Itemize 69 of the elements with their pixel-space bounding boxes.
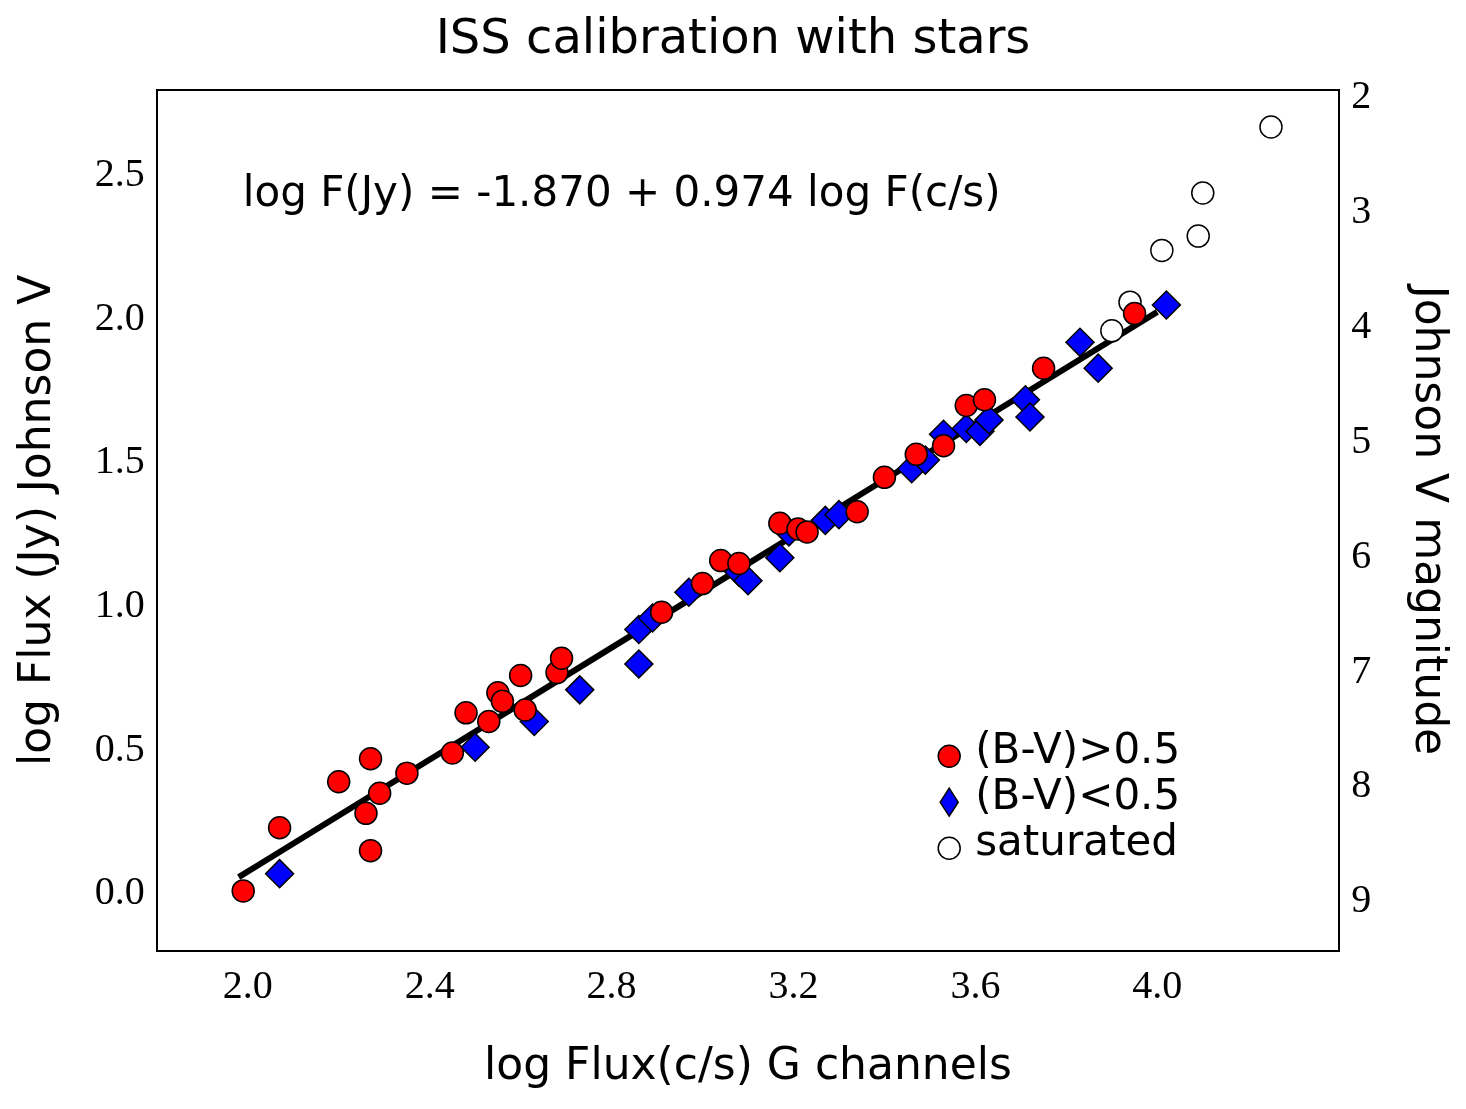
y2-axis-title: Johnson V magnitude [1406,282,1458,756]
point [460,732,490,763]
point [231,879,255,903]
point [765,542,795,573]
point [549,646,574,671]
y2-tick-label: 3 [1351,187,1372,233]
x-tick-label: 2.4 [404,961,455,1007]
point [904,442,929,467]
point [954,393,979,418]
point [872,465,897,490]
point [1186,224,1210,248]
y-tick-label: 0.0 [94,868,145,914]
point [1150,238,1174,263]
point [1083,353,1113,383]
point [845,500,869,524]
point [1065,327,1095,358]
y-tick-label: 1.0 [94,581,145,627]
y2-tick-label: 9 [1351,876,1372,922]
point [690,571,715,596]
point [440,741,465,765]
y2-tick-label: 8 [1351,761,1372,807]
y-axis-title: log Flux (Jy) Johnson V [8,274,60,767]
point [395,761,419,785]
point [1015,402,1045,432]
point [727,551,751,576]
x-tick-label: 2.0 [222,961,273,1007]
annotation: log F(Jy) = -1.870 + 0.974 log F(c/s) [242,166,1001,216]
point [264,858,295,889]
y-tick-label: 1.5 [94,437,145,483]
y-tick-label: 2.0 [94,293,145,339]
point [454,701,478,725]
y-tick-label: 0.5 [94,724,145,770]
point [1122,301,1147,326]
point [972,388,997,412]
point [1100,319,1124,343]
point [326,770,351,794]
point [358,747,383,771]
point [354,801,378,826]
point [358,838,383,863]
point [367,781,392,805]
y2-tick-label: 7 [1351,646,1372,692]
y-tick-label: 2.5 [94,150,145,196]
point [508,663,533,688]
point [649,600,674,625]
point [931,433,956,458]
point [564,675,595,705]
y2-tick-label: 2 [1351,72,1372,118]
chart-title: ISS calibration with stars [435,8,1031,65]
point [624,649,654,679]
point [513,698,537,722]
x-tick-label: 4.0 [1132,961,1183,1007]
point [733,565,763,596]
x-tick-label: 3.2 [768,961,819,1007]
point [1259,115,1283,139]
point [267,815,292,840]
point [974,405,1004,435]
x-tick-label: 3.6 [950,961,1001,1007]
x-tick-label: 2.8 [586,961,637,1007]
point [1191,181,1215,205]
point [1151,290,1182,320]
point [490,689,515,714]
y2-tick-label: 4 [1351,301,1372,347]
point [477,709,501,734]
point [795,520,819,544]
y2-tick-label: 6 [1351,531,1372,577]
x-axis-title: log Flux(c/s) G channels [484,1038,1012,1090]
point [1031,356,1056,380]
y2-tick-label: 5 [1351,416,1372,462]
point [768,511,792,536]
